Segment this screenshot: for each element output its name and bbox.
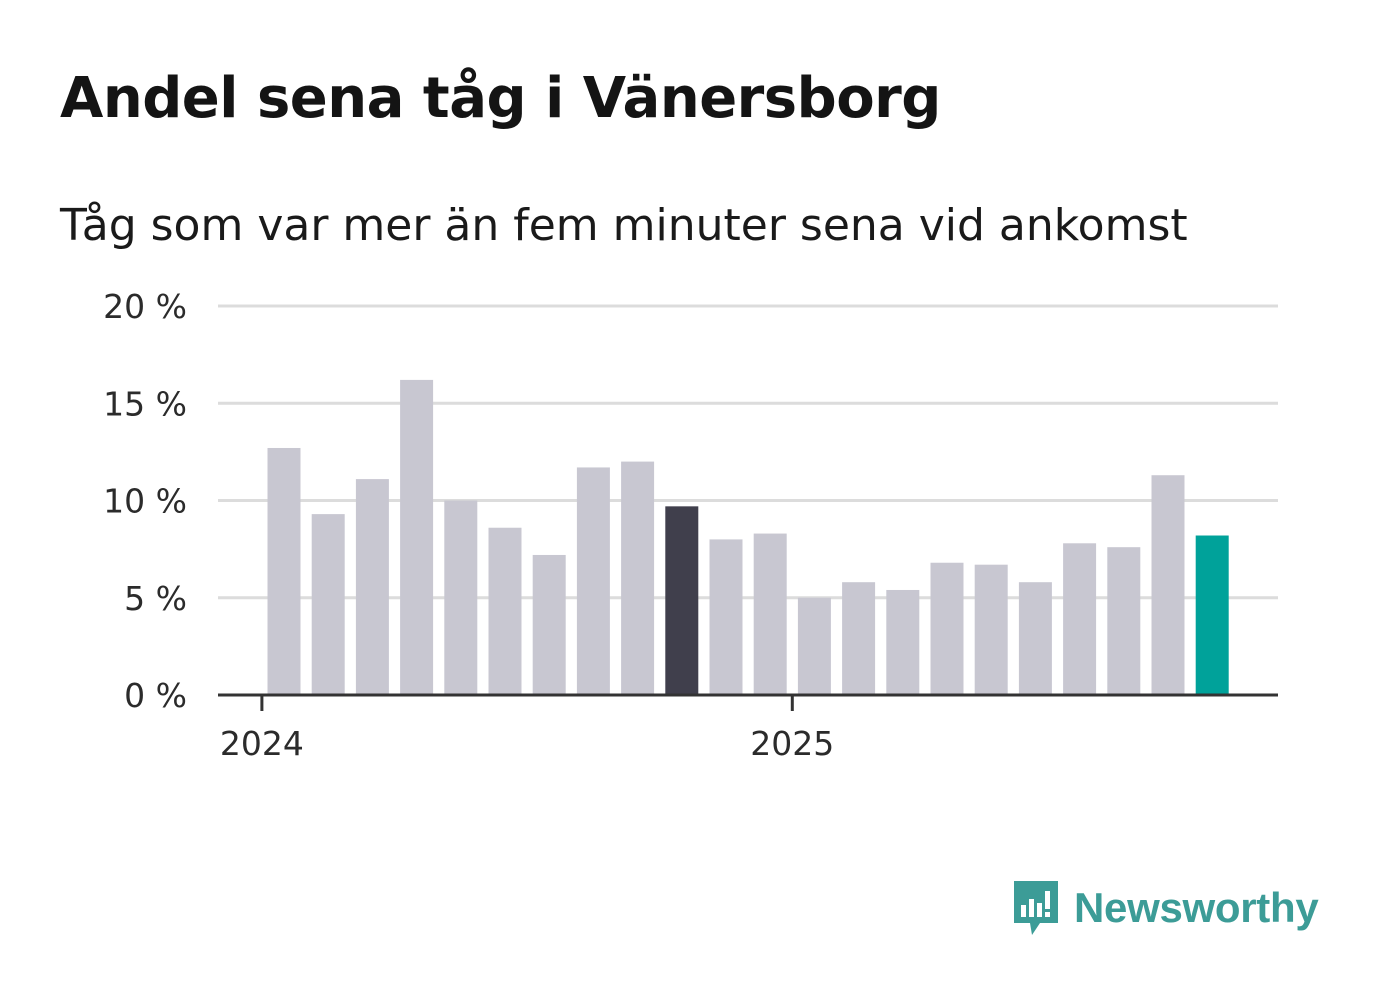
- bars: [267, 379, 1229, 695]
- newsworthy-logo-icon: [1014, 881, 1058, 935]
- bar: [709, 539, 743, 695]
- brand-name: Newsworthy: [1074, 884, 1319, 931]
- bar: [400, 379, 434, 695]
- bar: [355, 479, 389, 695]
- y-tick-label: 5 %: [124, 579, 187, 618]
- bar: [532, 554, 566, 695]
- bar: [621, 461, 655, 695]
- bar: [974, 564, 1008, 695]
- bar: [886, 589, 920, 695]
- y-axis-ticks: 0 % 5 % 10 % 15 % 20 %: [103, 287, 187, 715]
- chart-subtitle: Tåg som var mer än fem minuter sena vid …: [60, 200, 1188, 251]
- bar: [488, 527, 522, 695]
- chart-title: Andel sena tåg i Vänersborg: [60, 66, 941, 131]
- bar: [1107, 547, 1141, 695]
- bar: [1018, 582, 1052, 695]
- bar: [444, 500, 478, 695]
- y-tick-label: 20 %: [103, 287, 187, 326]
- bar: [753, 533, 787, 695]
- bar: [930, 562, 964, 695]
- bar: [311, 514, 345, 695]
- bar: [797, 597, 831, 695]
- y-tick-label: 15 %: [103, 384, 187, 423]
- bar: [267, 447, 301, 695]
- bar: [665, 506, 699, 695]
- bar: [1151, 475, 1185, 695]
- bar: [1063, 543, 1097, 695]
- brand-logo: Newsworthy: [1010, 872, 1319, 944]
- bar: [842, 582, 876, 695]
- x-tick-label: 2025: [750, 724, 834, 763]
- bar: [576, 467, 610, 695]
- gridlines: [218, 304, 1278, 600]
- y-tick-label: 10 %: [103, 482, 187, 521]
- bar: [1195, 535, 1229, 695]
- y-tick-label: 0 %: [124, 676, 187, 715]
- x-tick-label: 2024: [220, 724, 304, 763]
- x-axis-ticks: 2024 2025: [220, 695, 834, 763]
